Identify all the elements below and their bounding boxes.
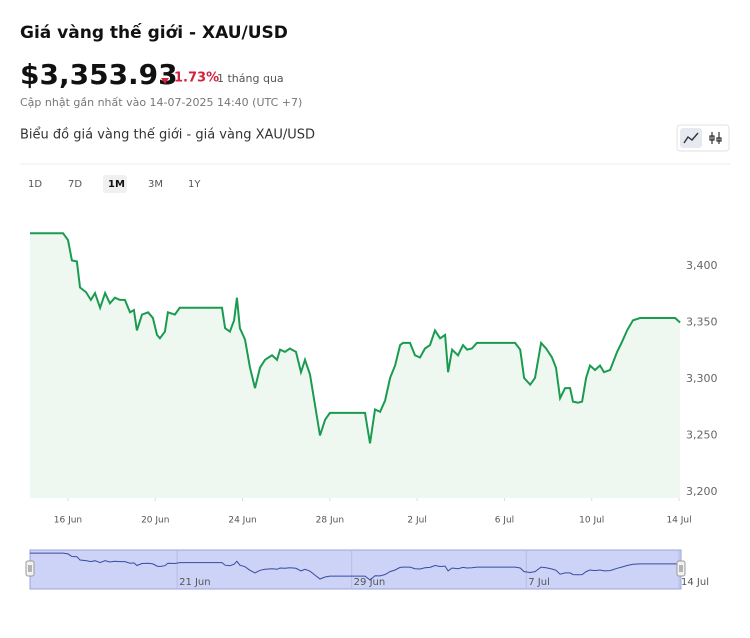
x-tick-label: 14 Jul bbox=[666, 516, 691, 526]
range-buttons: 1D 7D 1M 3M 1Y bbox=[28, 175, 201, 193]
line-icon-bg[interactable] bbox=[680, 128, 702, 148]
range-button[interactable]: 1M bbox=[108, 179, 125, 190]
chart-heading: Biểu đồ giá vàng thế giới - giá vàng XAU… bbox=[20, 128, 315, 143]
change: 1.73% bbox=[174, 71, 219, 86]
navigator-bg bbox=[29, 549, 682, 590]
page-title: Giá vàng thế giới - XAU/USD bbox=[20, 22, 288, 43]
plot: 3,200 3,250 3,300 3,350 3,400 16 Jun 20 Jun 24 … bbox=[25, 232, 718, 590]
range-active-bg bbox=[103, 175, 127, 193]
x-tick-label: 28 Jun bbox=[316, 516, 344, 526]
y-tick-label: 3,400 bbox=[686, 259, 718, 272]
candle-icon[interactable] bbox=[709, 132, 722, 144]
navigator-line bbox=[30, 552, 681, 581]
y-tick-label: 3,350 bbox=[686, 316, 718, 329]
y-tick-label: 3,200 bbox=[686, 485, 718, 498]
handle-grip bbox=[679, 565, 683, 572]
navigator-tick-label: 29 Jun bbox=[354, 577, 386, 588]
x-tick-label: 16 Jun bbox=[54, 516, 82, 526]
down-arrow bbox=[161, 78, 169, 84]
navigator-handle[interactable] bbox=[25, 560, 35, 577]
line-icon bbox=[683, 132, 699, 144]
range-button[interactable]: 1Y bbox=[188, 179, 201, 190]
range-button[interactable]: 7D bbox=[68, 179, 82, 190]
x-tick-label: 20 Jun bbox=[141, 516, 169, 526]
x-tick-label: 6 Jul bbox=[495, 516, 514, 526]
navigator-tick-label: 7 Jul bbox=[528, 577, 550, 588]
area-fill bbox=[30, 233, 681, 498]
x-tick-label: 2 Jul bbox=[407, 516, 426, 526]
range-button[interactable]: 1D bbox=[28, 179, 42, 190]
period: 1 tháng qua bbox=[217, 72, 284, 85]
range-button[interactable]: 3M bbox=[148, 179, 163, 190]
navigator-handle[interactable] bbox=[676, 560, 686, 577]
handle-grip bbox=[28, 565, 32, 572]
price-line bbox=[30, 232, 681, 444]
x-tick-label: 10 Jul bbox=[579, 516, 604, 526]
navigator-tick-label: 21 Jun bbox=[179, 577, 211, 588]
navigator-tick-label: 14 Jul bbox=[681, 577, 709, 588]
y-tick-label: 3,300 bbox=[686, 372, 718, 385]
updated: Cập nhật gần nhất vào 14-07-2025 14:40 (… bbox=[20, 96, 302, 109]
price: $3,353.93 bbox=[20, 58, 178, 91]
x-tick-label: 24 Jun bbox=[228, 516, 256, 526]
y-tick-label: 3,250 bbox=[686, 429, 718, 442]
